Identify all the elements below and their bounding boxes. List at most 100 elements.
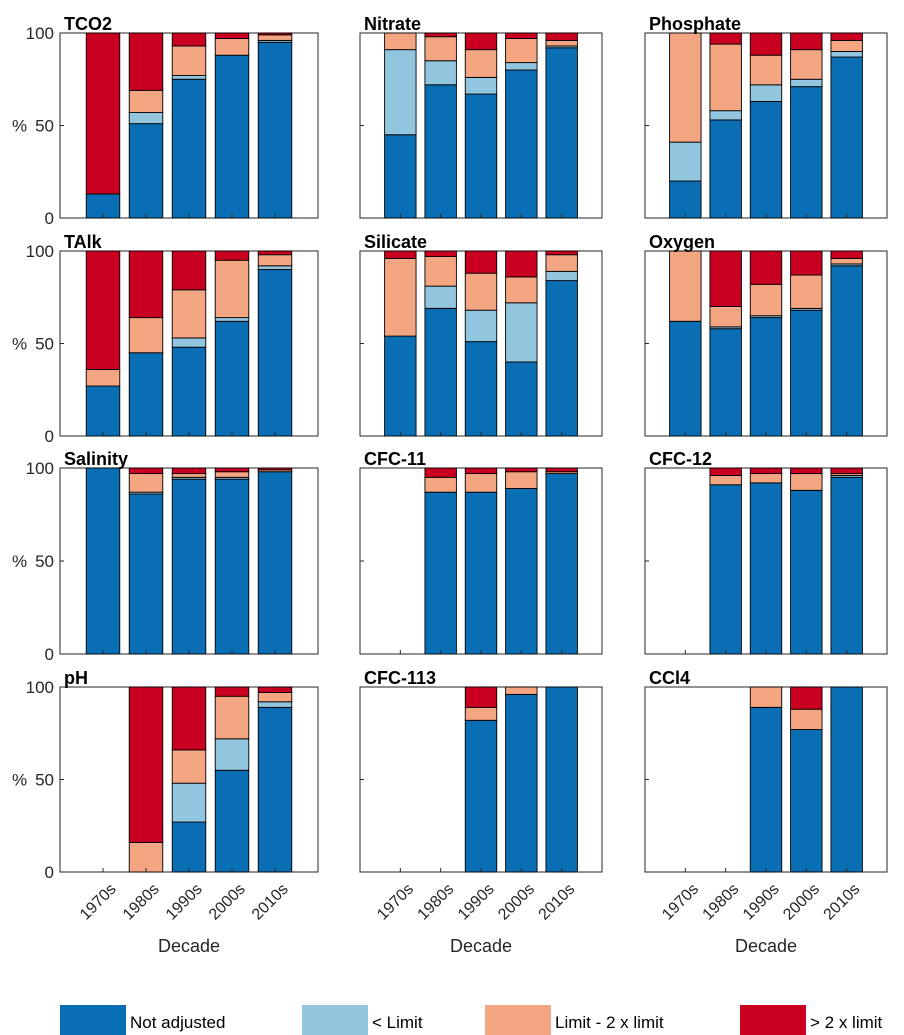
bar-segment-talk-2000s-limit	[214, 317, 250, 322]
bar-segment-talk-1990s-not-adjusted	[171, 346, 207, 437]
bar-segment-talk-2010s-limit-2-x-limit	[257, 254, 293, 267]
bar-segment-phosphate-1990s-not-adjusted	[749, 100, 783, 219]
legend-swatch-not-adjusted	[60, 1005, 126, 1035]
bar-segment-phosphate-2010s-limit	[830, 51, 863, 58]
bar-segment-phosphate-2010s-2-x-limit	[830, 32, 863, 41]
bar-segment-tco2-1980s-not-adjusted	[128, 123, 164, 219]
bar-segment-cfc-113-1990s-limit-2-x-limit	[464, 706, 498, 721]
bar-segment-tco2-1990s-not-adjusted	[171, 78, 207, 219]
bar-segment-cfc-11-1990s-not-adjusted	[464, 491, 498, 655]
bar-segment-cfc-12-1990s-not-adjusted	[749, 482, 783, 655]
legend: Not adjusted < Limit Limit - 2 x limit >…	[0, 1000, 904, 1035]
x-tick-label-ccl4-2000s: 2000s	[780, 881, 823, 924]
bar-segment-nitrate-1980s-not-adjusted	[424, 84, 457, 219]
bar-segment-cfc-11-1980s-limit-2-x-limit	[424, 476, 457, 493]
bar-segment-ph-2000s-limit-2-x-limit	[214, 695, 250, 740]
bar-segment-phosphate-2000s-limit	[790, 78, 823, 88]
bar-segment-cfc-11-1980s-not-adjusted	[424, 491, 457, 655]
bar-segment-phosphate-1980s-limit-2-x-limit	[709, 43, 742, 112]
bar-segment-talk-2010s-limit	[257, 265, 293, 270]
bar-segment-oxygen-2000s-not-adjusted	[790, 309, 823, 437]
bar-segment-ph-1990s-limit-2-x-limit	[171, 749, 207, 784]
bar-segment-talk-2000s-limit-2-x-limit	[214, 259, 250, 319]
x-tick-label-cfc-113-2010s: 2010s	[536, 881, 579, 924]
bar-segment-ph-1990s-limit	[171, 782, 207, 823]
legend-swatch-below-limit	[302, 1005, 368, 1035]
y-tick-label-ph-50: 50	[35, 771, 54, 790]
bar-segment-salinity-1990s-2-x-limit	[171, 467, 207, 475]
bar-segment-oxygen-2000s-2-x-limit	[790, 250, 823, 276]
bar-segment-talk-1970s-limit-2-x-limit	[85, 368, 121, 387]
panel-phosphate: Phosphate	[644, 14, 888, 219]
bar-segment-salinity-1990s-not-adjusted	[171, 478, 207, 655]
bar-segment-tco2-2000s-not-adjusted	[214, 54, 250, 219]
bar-segment-silicate-1970s-not-adjusted	[384, 335, 417, 437]
bar-segment-phosphate-1970s-not-adjusted	[669, 180, 702, 219]
x-tick-label-ph-1990s: 1990s	[163, 881, 206, 924]
x-axis-label-ph: Decade	[158, 936, 220, 956]
panel-title-salinity: Salinity	[64, 449, 128, 469]
bar-segment-talk-2010s-2-x-limit	[257, 250, 293, 256]
y-tick-label-talk-0: 0	[45, 427, 54, 446]
bar-segment-cfc-11-2000s-not-adjusted	[505, 488, 538, 655]
x-tick-label-cfc-113-2000s: 2000s	[495, 881, 538, 924]
bar-segment-talk-1980s-not-adjusted	[128, 352, 164, 437]
bar-segment-cfc-12-2000s-limit-2-x-limit	[790, 473, 823, 491]
bar-segment-ccl4-2000s-limit-2-x-limit	[790, 708, 823, 731]
bar-segment-tco2-1980s-limit-2-x-limit	[128, 89, 164, 113]
bar-segment-cfc-113-2000s-not-adjusted	[505, 693, 538, 873]
bar-segment-oxygen-1980s-not-adjusted	[709, 328, 742, 437]
legend-label-above-2x: > 2 x limit	[810, 1013, 883, 1032]
bar-segment-nitrate-1990s-limit-2-x-limit	[464, 49, 498, 78]
bar-segment-oxygen-1990s-2-x-limit	[749, 250, 783, 285]
bar-segment-ccl4-2010s-not-adjusted	[830, 686, 863, 873]
bar-segment-salinity-1980s-not-adjusted	[128, 493, 164, 655]
bar-segment-silicate-1980s-2-x-limit	[424, 250, 457, 258]
bar-segment-oxygen-2000s-limit-2-x-limit	[790, 274, 823, 309]
bar-segment-silicate-1980s-limit-2-x-limit	[424, 256, 457, 287]
panel-nitrate: Nitrate	[359, 14, 603, 219]
y-axis-label-talk: %	[12, 335, 27, 354]
panel-title-cfc-12: CFC-12	[649, 449, 712, 469]
legend-swatch-limit-2x	[485, 1005, 551, 1035]
bar-segment-talk-1980s-2-x-limit	[128, 250, 164, 319]
bar-segment-ph-1990s-not-adjusted	[171, 821, 207, 873]
x-axis-label-cfc-113: Decade	[450, 936, 512, 956]
y-tick-label-ph-0: 0	[45, 863, 54, 882]
bar-segment-oxygen-2010s-limit-2-x-limit	[830, 257, 863, 265]
legend-swatch-above-2x	[740, 1005, 806, 1035]
y-tick-label-tco2-100: 100	[26, 24, 54, 43]
y-tick-label-salinity-100: 100	[26, 459, 54, 478]
panel-title-phosphate: Phosphate	[649, 14, 741, 34]
bar-segment-cfc-11-1990s-2-x-limit	[464, 467, 498, 475]
bar-segment-cfc-11-2010s-not-adjusted	[545, 473, 578, 655]
bar-segment-silicate-2000s-not-adjusted	[505, 361, 538, 437]
bar-segment-silicate-2010s-limit-2-x-limit	[545, 254, 578, 272]
bar-segment-nitrate-1970s-limit-2-x-limit	[384, 32, 417, 51]
bar-segment-talk-1980s-limit-2-x-limit	[128, 317, 164, 354]
bar-segment-talk-1990s-limit-2-x-limit	[171, 289, 207, 339]
bar-segment-talk-2000s-2-x-limit	[214, 250, 250, 261]
bar-segment-oxygen-1990s-limit-2-x-limit	[749, 283, 783, 317]
bar-segment-cfc-11-2010s-2-x-limit	[545, 467, 578, 473]
bar-segment-tco2-1990s-limit	[171, 75, 207, 80]
bar-segment-silicate-1980s-not-adjusted	[424, 307, 457, 437]
bar-segment-ph-2000s-2-x-limit	[214, 686, 250, 697]
bar-segment-silicate-2010s-limit	[545, 270, 578, 282]
bar-segment-salinity-2010s-not-adjusted	[257, 471, 293, 655]
x-tick-label-cfc-113-1970s: 1970s	[374, 881, 417, 924]
panel-oxygen: Oxygen	[644, 232, 888, 437]
bar-segment-oxygen-1970s-limit-2-x-limit	[669, 250, 702, 322]
x-tick-label-ccl4-1970s: 1970s	[659, 881, 702, 924]
bar-segment-phosphate-1970s-limit	[669, 141, 702, 182]
bar-segment-silicate-2000s-limit	[505, 302, 538, 363]
bar-segment-ph-2010s-2-x-limit	[257, 686, 293, 694]
x-tick-label-ccl4-2010s: 2010s	[821, 881, 864, 924]
bar-segment-nitrate-1970s-not-adjusted	[384, 134, 417, 219]
y-tick-label-salinity-0: 0	[45, 645, 54, 664]
panel-title-ph: pH	[64, 668, 88, 688]
bar-segment-ph-2010s-limit-2-x-limit	[257, 692, 293, 703]
bar-segment-silicate-2010s-2-x-limit	[545, 250, 578, 256]
y-axis-label-ph: %	[12, 771, 27, 790]
